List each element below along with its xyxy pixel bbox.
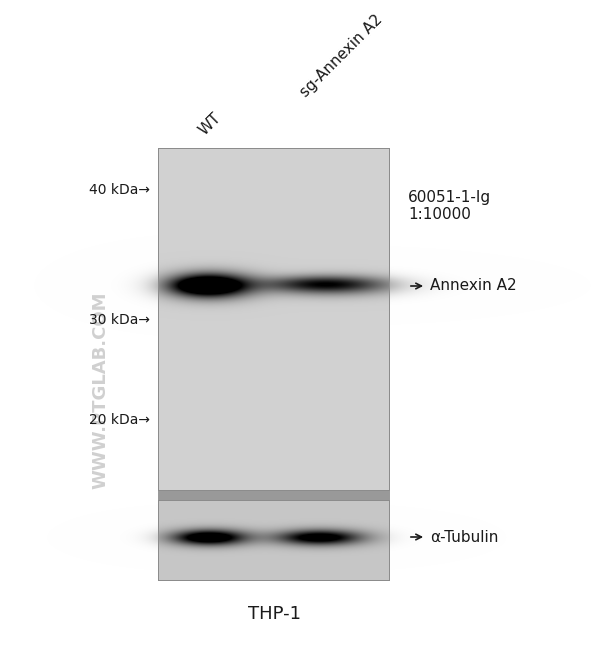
Text: WWW.PTGLAB.COM: WWW.PTGLAB.COM xyxy=(91,291,109,489)
Text: 30 kDa→: 30 kDa→ xyxy=(89,313,150,327)
Text: WT: WT xyxy=(196,110,224,138)
Text: 20 kDa→: 20 kDa→ xyxy=(89,413,150,427)
Text: sg-Annexin A2: sg-Annexin A2 xyxy=(298,12,385,100)
Text: 60051-1-Ig
1:10000: 60051-1-Ig 1:10000 xyxy=(408,190,491,222)
Text: α-Tubulin: α-Tubulin xyxy=(430,530,499,545)
Text: THP-1: THP-1 xyxy=(248,605,301,623)
Text: 40 kDa→: 40 kDa→ xyxy=(89,183,150,197)
Text: Annexin A2: Annexin A2 xyxy=(430,278,517,294)
